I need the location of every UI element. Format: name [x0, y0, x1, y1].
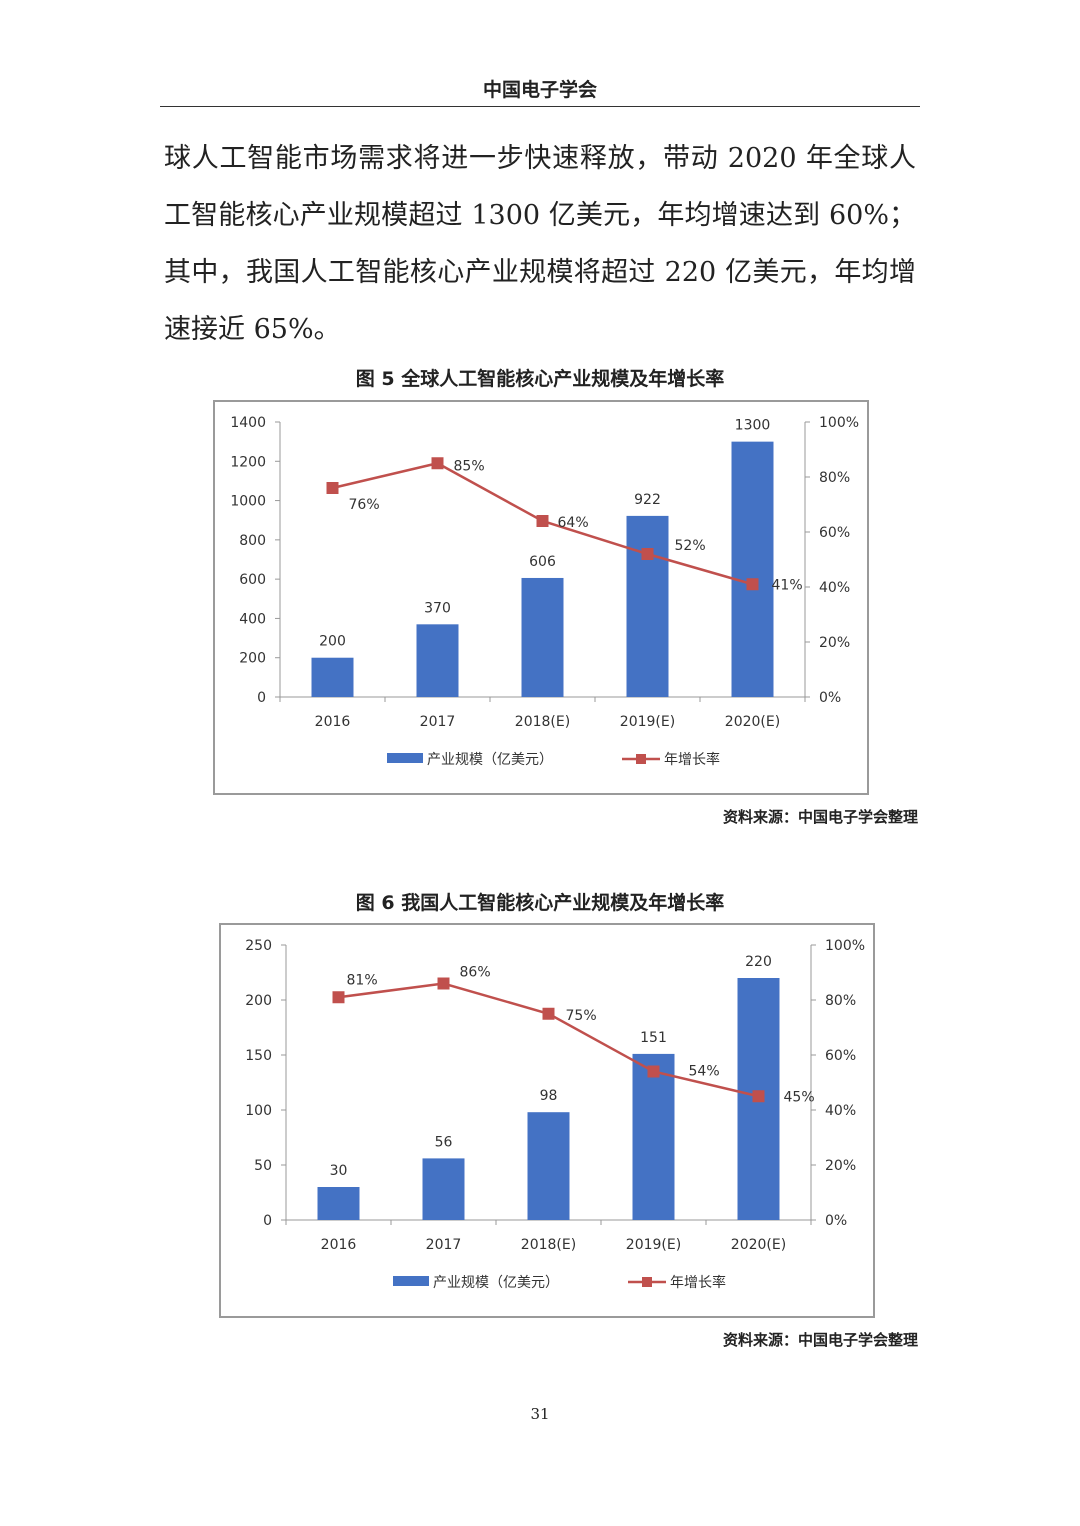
- legend-bar-label: 产业规模（亿美元）: [433, 1275, 559, 1291]
- legend-line-label: 年增长率: [664, 751, 720, 768]
- x-tick-label: 2016: [315, 714, 351, 730]
- x-tick-label: 2019(E): [620, 714, 675, 730]
- left-tick-label: 400: [239, 611, 266, 627]
- left-tick-label: 0: [263, 1213, 272, 1229]
- left-tick-label: 800: [239, 533, 266, 549]
- x-tick-label: 2017: [420, 714, 456, 730]
- left-tick-label: 600: [239, 572, 266, 588]
- bar-data-label: 200: [319, 634, 346, 650]
- chart-global-ai-industry: 0 200 400 600 800 1000 1200 1400 0% 20% 40% 60% 80% 1…: [230, 415, 859, 768]
- left-tick-label: 100: [245, 1103, 272, 1119]
- left-tick-label: 150: [245, 1048, 272, 1064]
- x-tick-label: 2018(E): [515, 714, 570, 730]
- figure-6-chart: 0 50 100 150 200 250 0% 20% 40% 60% 80% 100% 2016 201…: [219, 923, 875, 1318]
- figure-6-source: 资料来源：中国电子学会整理: [722, 1331, 918, 1349]
- bar: [317, 1187, 360, 1220]
- left-tick-label: 200: [239, 651, 266, 667]
- legend-bar-label: 产业规模（亿美元）: [427, 752, 553, 768]
- line-data-label: 81%: [347, 972, 378, 988]
- left-tick-label: 200: [245, 993, 272, 1009]
- line-marker: [647, 1065, 660, 1078]
- right-tick-label: 100%: [819, 415, 859, 431]
- x-tick-label: 2016: [321, 1237, 357, 1253]
- bar: [422, 1158, 465, 1220]
- right-tick-label: 60%: [819, 525, 850, 541]
- line-marker: [437, 977, 450, 990]
- bar-data-label: 151: [640, 1030, 667, 1046]
- line-data-label: 54%: [689, 1064, 720, 1080]
- figure-6-caption: 图 6 我国人工智能核心产业规模及年增长率: [355, 892, 725, 914]
- line-data-label: 75%: [566, 1008, 597, 1024]
- bar-data-label: 30: [330, 1163, 348, 1179]
- line-marker: [332, 991, 345, 1004]
- bar: [731, 441, 774, 697]
- left-tick-label: 1200: [230, 454, 266, 470]
- line-data-label: 64%: [558, 515, 589, 531]
- right-tick-label: 20%: [825, 1158, 856, 1174]
- bar-data-label: 606: [529, 554, 556, 570]
- line-data-label: 85%: [454, 458, 485, 474]
- legend-bar-swatch: [387, 753, 423, 763]
- left-tick-label: 50: [254, 1158, 272, 1174]
- bar: [521, 577, 564, 697]
- figure-5-caption: 图 5 全球人工智能核心产业规模及年增长率: [355, 368, 725, 390]
- page-number: 31: [530, 1405, 550, 1423]
- right-tick-label: 0%: [825, 1213, 847, 1229]
- bar: [311, 657, 354, 697]
- line-data-label: 76%: [349, 497, 380, 513]
- body-paragraph: 球人工智能市场需求将进一步快速释放，带动 2020 年全球人工智能核心产业规模超…: [164, 143, 916, 345]
- line-marker: [542, 1007, 555, 1020]
- bar: [626, 515, 669, 697]
- x-tick-label: 2020(E): [731, 1237, 786, 1253]
- right-tick-label: 100%: [825, 938, 865, 954]
- bar: [527, 1112, 570, 1220]
- right-tick-label: 80%: [819, 470, 850, 486]
- legend-bar-swatch: [393, 1276, 429, 1286]
- x-tick-label: 2020(E): [725, 714, 780, 730]
- legend-line-marker: [636, 754, 646, 764]
- line-marker: [431, 457, 444, 470]
- left-tick-label: 250: [245, 938, 272, 954]
- right-tick-label: 40%: [825, 1103, 856, 1119]
- right-tick-label: 0%: [819, 690, 841, 706]
- line-marker: [746, 578, 759, 591]
- left-tick-label: 1000: [230, 494, 266, 510]
- line-data-label: 86%: [460, 965, 491, 981]
- figure-5-chart: 0 200 400 600 800 1000 1200 1400 0% 20% 40% 60% 80% 1…: [213, 400, 869, 795]
- chart-china-ai-industry: 0 50 100 150 200 250 0% 20% 40% 60% 80% 100% 2016 201…: [245, 938, 865, 1291]
- line-data-label: 52%: [675, 538, 706, 554]
- page-header: 中国电子学会: [160, 74, 920, 107]
- bar-data-label: 922: [634, 492, 661, 508]
- line-marker: [326, 482, 339, 494]
- figure-5-source: 资料来源：中国电子学会整理: [722, 808, 918, 826]
- line-data-label: 41%: [772, 577, 803, 593]
- bar-data-label: 98: [540, 1088, 558, 1104]
- right-tick-label: 80%: [825, 993, 856, 1009]
- right-tick-label: 60%: [825, 1048, 856, 1064]
- legend-line-label: 年增长率: [670, 1274, 726, 1291]
- right-tick-label: 20%: [819, 635, 850, 651]
- line-marker: [641, 548, 654, 560]
- bar-data-label: 370: [424, 600, 451, 616]
- legend-line-marker: [642, 1277, 652, 1287]
- bar-data-label: 56: [435, 1134, 453, 1150]
- left-tick-label: 1400: [230, 415, 266, 431]
- x-tick-label: 2017: [426, 1237, 462, 1253]
- line-marker: [536, 515, 549, 527]
- x-tick-label: 2018(E): [521, 1237, 576, 1253]
- right-tick-label: 40%: [819, 580, 850, 596]
- line-marker: [752, 1090, 765, 1103]
- left-tick-label: 0: [257, 690, 266, 706]
- bar-data-label: 220: [745, 954, 772, 970]
- bar: [632, 1053, 675, 1220]
- bar-data-label: 1300: [735, 418, 771, 434]
- line-data-label: 45%: [784, 1089, 815, 1105]
- x-tick-label: 2019(E): [626, 1237, 681, 1253]
- bar: [416, 624, 459, 697]
